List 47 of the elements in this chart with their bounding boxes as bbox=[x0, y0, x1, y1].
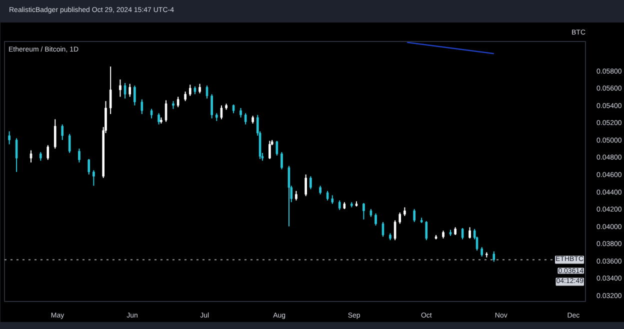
candlestick bbox=[92, 170, 95, 186]
candlestick bbox=[119, 79, 122, 98]
candlestick bbox=[109, 66, 112, 115]
candlestick bbox=[128, 83, 132, 98]
candlestick bbox=[46, 144, 50, 160]
candlestick bbox=[398, 212, 402, 224]
candlestick bbox=[288, 165, 290, 227]
candlestick bbox=[30, 150, 32, 163]
candlestick bbox=[124, 82, 126, 100]
candlestick bbox=[220, 104, 223, 120]
candlestick bbox=[188, 84, 192, 96]
candlestick bbox=[198, 83, 201, 94]
candlestick bbox=[268, 140, 271, 160]
candlestick bbox=[295, 190, 298, 201]
candlestick bbox=[304, 174, 308, 197]
candlestick bbox=[164, 100, 168, 122]
candlestick bbox=[150, 108, 153, 119]
candlestick bbox=[134, 85, 136, 106]
candlestick bbox=[8, 130, 10, 145]
candlestick bbox=[280, 152, 283, 170]
candlestick bbox=[338, 200, 341, 210]
candlestick bbox=[140, 98, 144, 115]
candlestick bbox=[244, 112, 247, 125]
candlestick bbox=[78, 148, 80, 163]
candlestick bbox=[176, 96, 180, 108]
candlestick bbox=[310, 176, 312, 190]
candlestick bbox=[394, 220, 396, 241]
candlestick bbox=[184, 91, 186, 102]
candlestick bbox=[88, 158, 90, 176]
candlestick bbox=[382, 222, 384, 238]
candlestick bbox=[276, 140, 278, 156]
candlestick bbox=[413, 208, 416, 223]
candlestick bbox=[492, 250, 496, 262]
candlestick bbox=[480, 246, 483, 258]
candlestick bbox=[374, 212, 377, 226]
candlestick bbox=[210, 94, 213, 119]
candlestick bbox=[15, 138, 18, 172]
candlestick bbox=[468, 226, 471, 239]
candlestick bbox=[326, 190, 329, 201]
candlestick bbox=[68, 133, 71, 154]
candlestick bbox=[425, 220, 428, 241]
candlestick bbox=[461, 228, 464, 240]
candlestick bbox=[61, 124, 64, 140]
candlestick bbox=[54, 118, 56, 150]
candlestick bbox=[240, 108, 242, 118]
candlestick bbox=[362, 202, 365, 220]
candlestick bbox=[158, 112, 160, 125]
